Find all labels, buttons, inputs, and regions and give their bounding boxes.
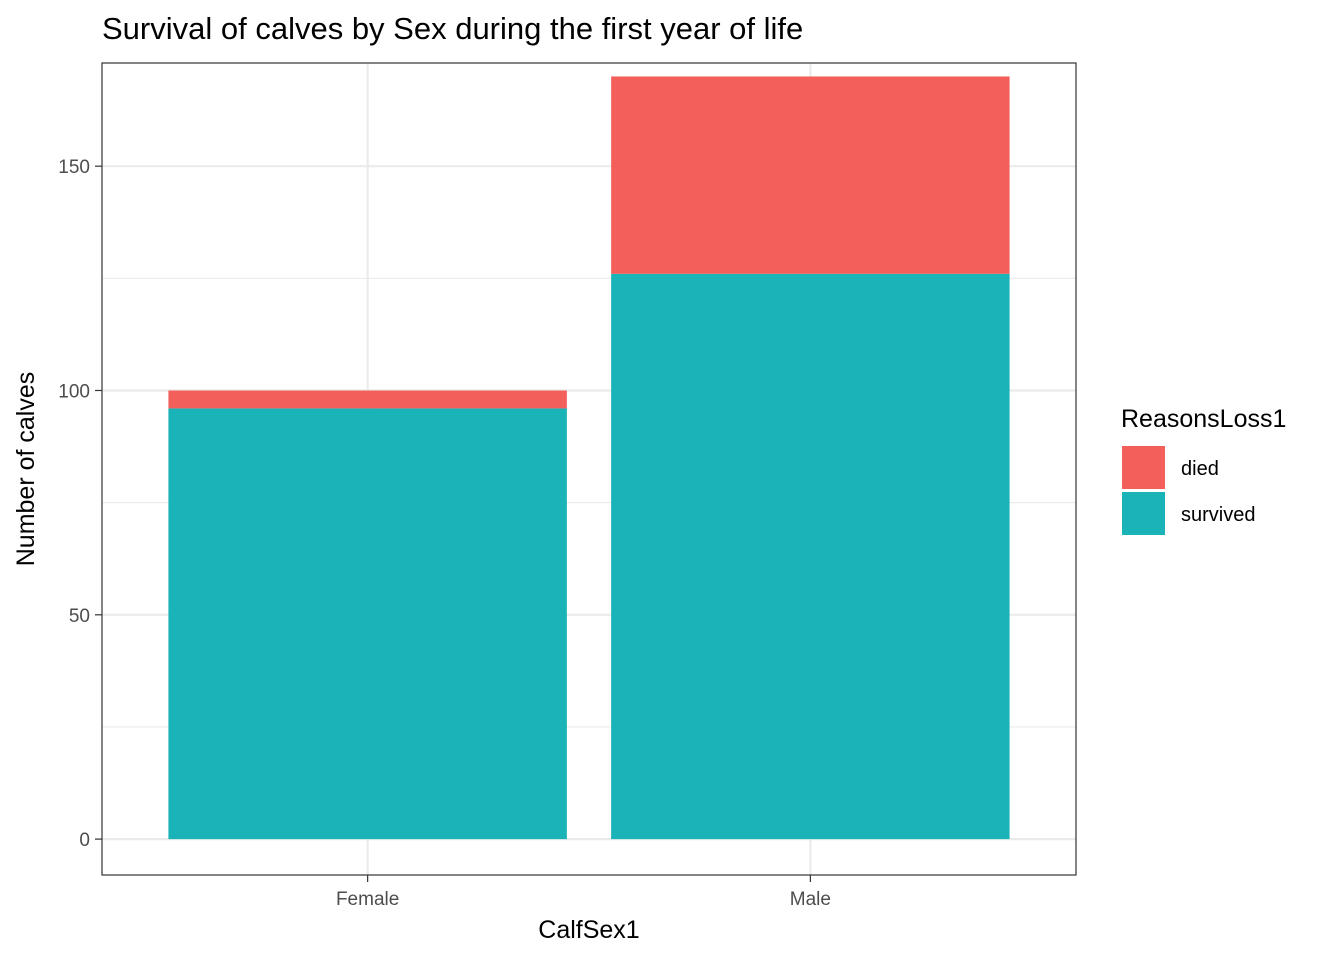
legend-key-survived: [1122, 492, 1165, 535]
y-tick-label: 150: [58, 157, 90, 178]
y-tick-label: 50: [69, 606, 90, 627]
legend: ReasonsLoss1 died survived: [1121, 405, 1286, 535]
bar-survived-female: [168, 408, 567, 840]
y-axis-title: Number of calves: [12, 372, 40, 567]
legend-label-died: died: [1181, 458, 1219, 480]
bar-survived-male: [611, 273, 1010, 840]
y-axis: 0 50 100 150: [58, 157, 102, 851]
y-tick-label: 100: [58, 381, 90, 402]
y-tick-label: 0: [79, 830, 90, 851]
plot-border: [101, 62, 1077, 876]
x-axis-title: CalfSex1: [538, 916, 639, 944]
legend-label-survived: survived: [1181, 504, 1255, 526]
x-tick-label-female: Female: [336, 889, 399, 910]
x-tick-label-male: Male: [790, 889, 831, 910]
chart-title: Survival of calves by Sex during the fir…: [102, 11, 803, 46]
legend-key-died: [1122, 446, 1165, 489]
bar-died-female: [168, 390, 567, 409]
x-axis: Female Male: [336, 875, 831, 910]
legend-title: ReasonsLoss1: [1121, 405, 1286, 433]
bar-died-male: [611, 76, 1010, 274]
bars: [168, 76, 1010, 840]
